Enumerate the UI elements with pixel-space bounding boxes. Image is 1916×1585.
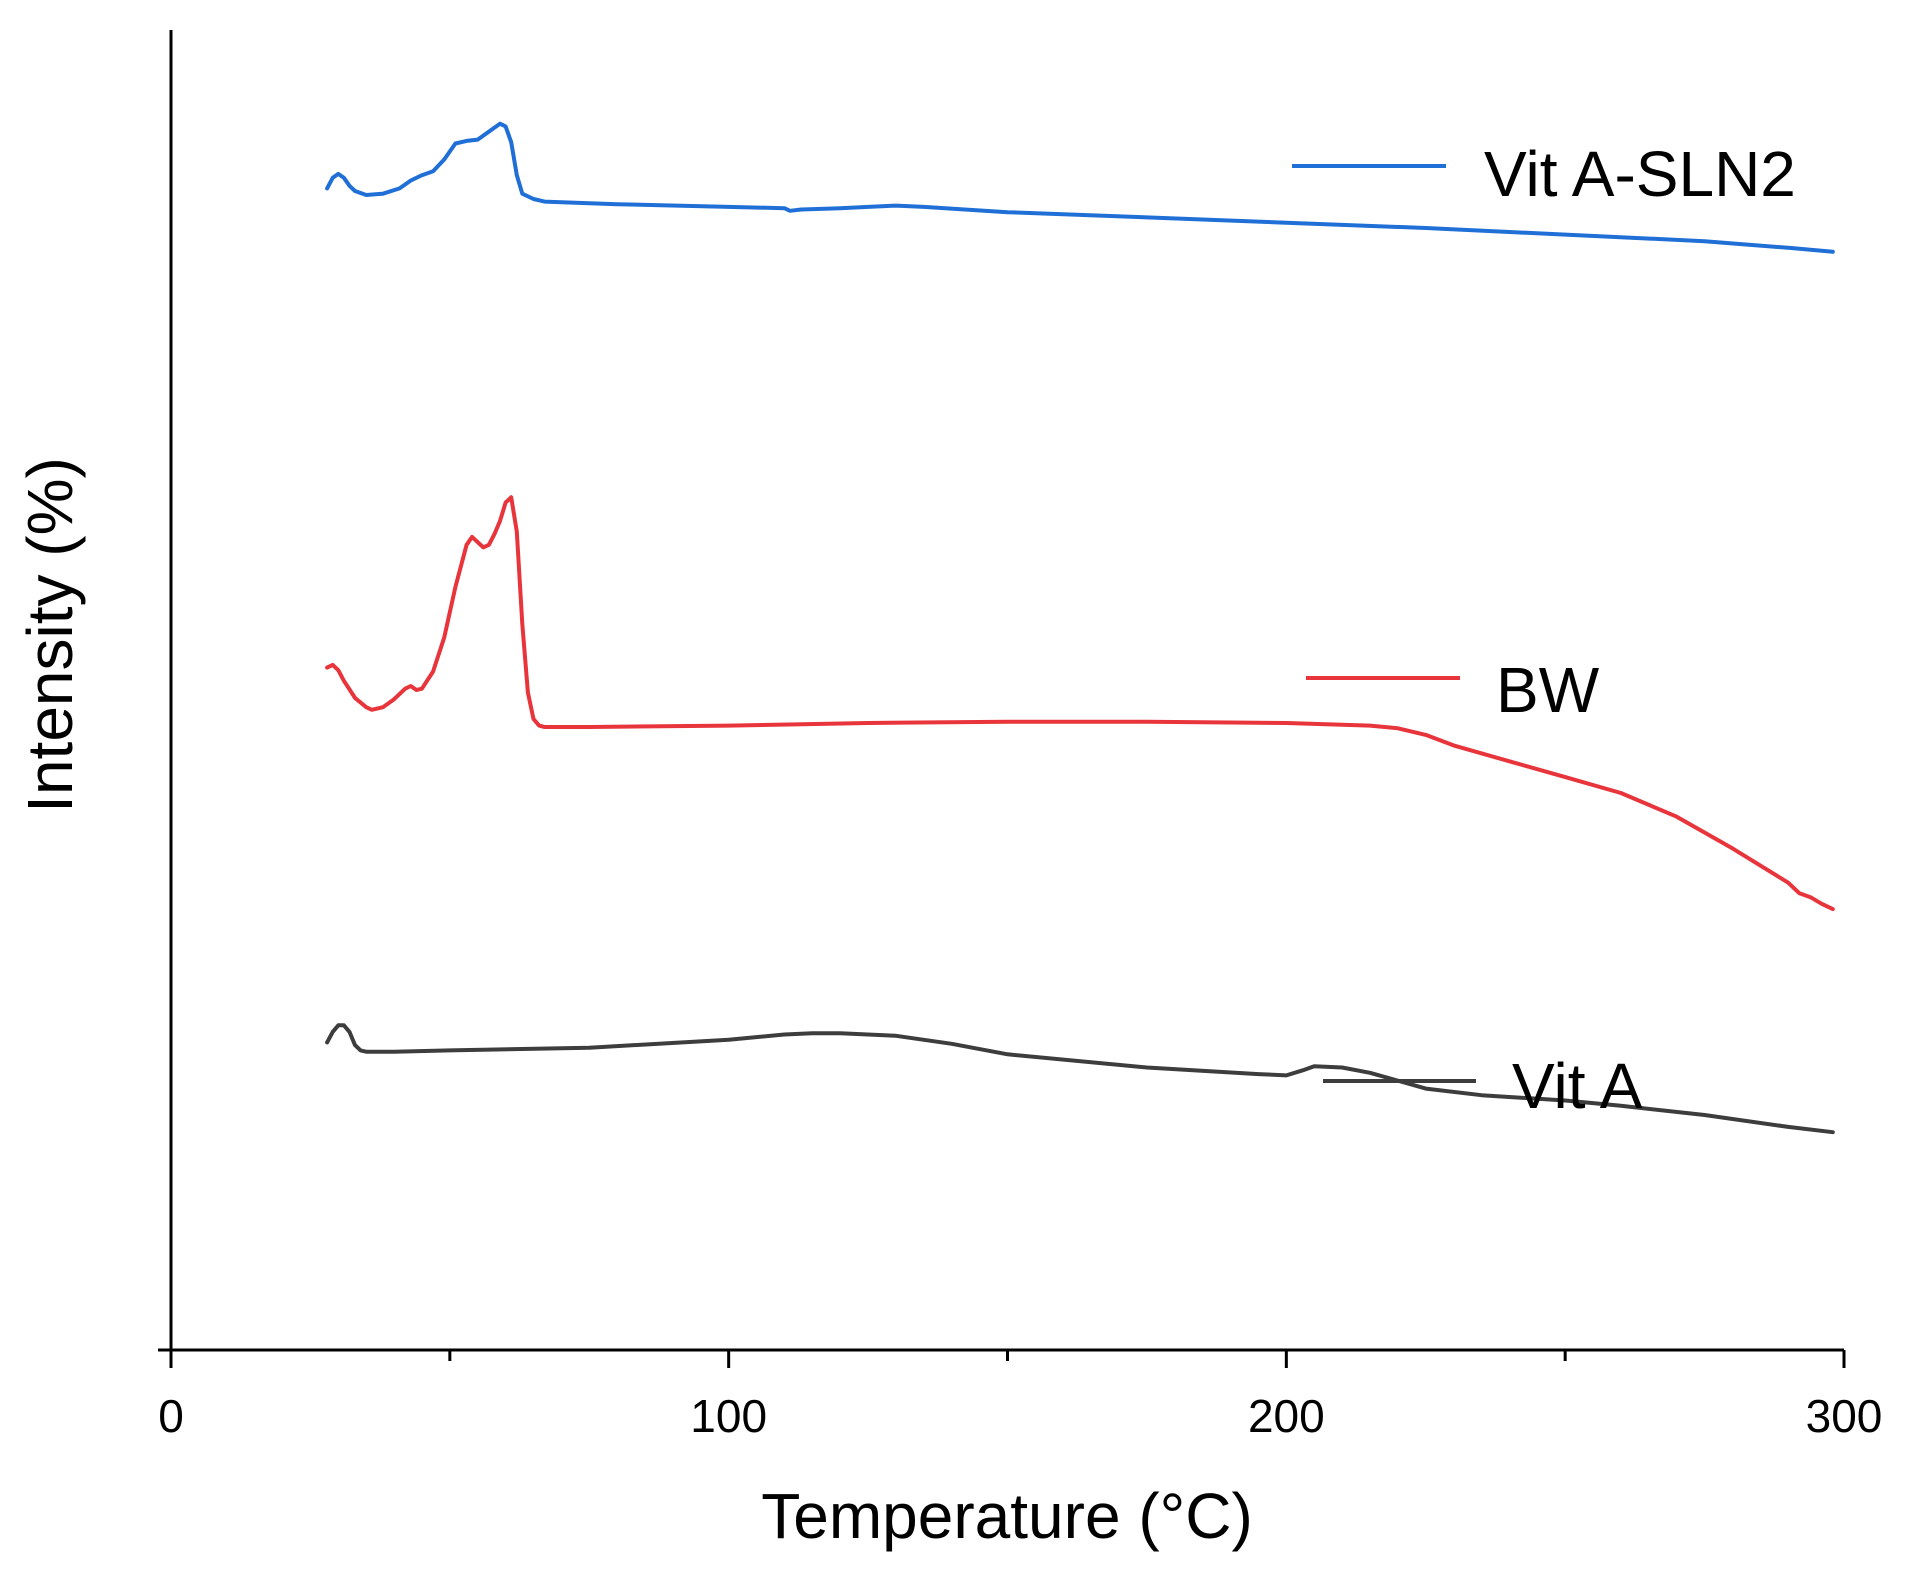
x-axis-ticks bbox=[169, 1350, 1846, 1368]
y-axis-title: Intensity (%) bbox=[14, 457, 86, 813]
legend-label-vit-a-sln2: Vit A-SLN2 bbox=[1484, 138, 1796, 210]
series-line-bw bbox=[325, 495, 1835, 912]
series-line-vit-a bbox=[325, 1023, 1835, 1135]
x-tick-label: 100 bbox=[690, 1390, 767, 1442]
legend-vit-a: Vit A bbox=[1323, 1050, 1643, 1122]
series-layer bbox=[325, 121, 1835, 1135]
x-tick-label: 0 bbox=[158, 1390, 184, 1442]
x-axis-title: Temperature (°C) bbox=[761, 1480, 1253, 1552]
x-tick-label: 300 bbox=[1806, 1390, 1883, 1442]
legend-vit-a-sln2: Vit A-SLN2 bbox=[1292, 138, 1796, 210]
series-line-vit-a-sln2 bbox=[325, 121, 1835, 254]
legend-label-bw: BW bbox=[1496, 654, 1600, 726]
x-tick-label: 200 bbox=[1248, 1390, 1325, 1442]
x-axis-tick-labels: 0 100 200 300 bbox=[158, 1390, 1882, 1442]
legend-bw: BW bbox=[1306, 654, 1600, 726]
legend-label-vit-a: Vit A bbox=[1512, 1050, 1643, 1122]
